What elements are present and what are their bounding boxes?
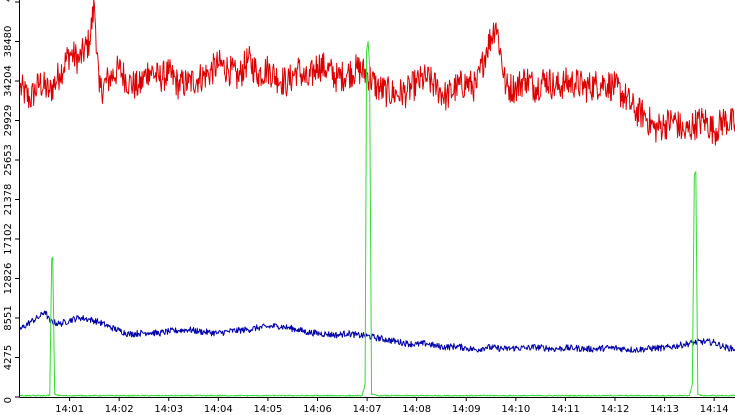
y-axis-ticks: 0 4275 8551 12826 17102 21378 25653 29929 34204 3… <box>3 0 20 403</box>
y-tick-label: 8551 <box>3 305 14 330</box>
series-line-1 <box>19 0 735 146</box>
x-tick-label: 14:01 <box>55 404 84 415</box>
series-layer <box>19 0 735 397</box>
y-tick-label: 38480 <box>3 26 14 58</box>
x-tick-label: 14:10 <box>501 404 530 415</box>
series-line-2 <box>19 310 735 353</box>
x-tick-label: 14:02 <box>105 404 134 415</box>
x-tick-label: 14:09 <box>452 404 481 415</box>
x-tick-label: 14:04 <box>204 404 233 415</box>
x-tick-label: 14:07 <box>353 404 382 415</box>
y-tick-label: 42756 <box>3 0 14 2</box>
y-tick-label: 25653 <box>3 144 14 176</box>
x-tick-label: 14:12 <box>601 404 630 415</box>
x-tick-label: 14:08 <box>402 404 431 415</box>
x-tick-label: 14:06 <box>303 404 332 415</box>
x-tick-label: 14:14 <box>700 404 729 415</box>
y-tick-label: 21378 <box>3 184 14 216</box>
x-axis-ticks: 14:01 14:02 14:03 14:04 14:05 14:06 14:07 14:08… <box>55 397 729 415</box>
y-tick-label: 4275 <box>3 345 14 370</box>
y-tick-label: 29929 <box>3 105 14 137</box>
y-tick-label: 17102 <box>3 223 14 255</box>
series-line-3 <box>19 40 735 397</box>
x-tick-label: 14:11 <box>551 404 580 415</box>
x-tick-label: 14:05 <box>254 404 283 415</box>
y-tick-label: 12826 <box>3 263 14 295</box>
y-tick-label: 34204 <box>3 65 14 97</box>
axes <box>19 0 735 398</box>
x-tick-label: 14:13 <box>650 404 679 415</box>
y-tick-label: 0 <box>3 397 14 403</box>
x-tick-label: 14:03 <box>154 404 183 415</box>
